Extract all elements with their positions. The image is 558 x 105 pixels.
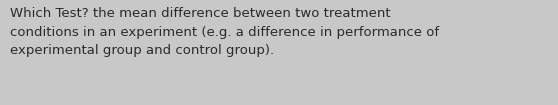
Text: Which Test? the mean difference between two treatment
conditions in an experimen: Which Test? the mean difference between … (10, 7, 439, 57)
